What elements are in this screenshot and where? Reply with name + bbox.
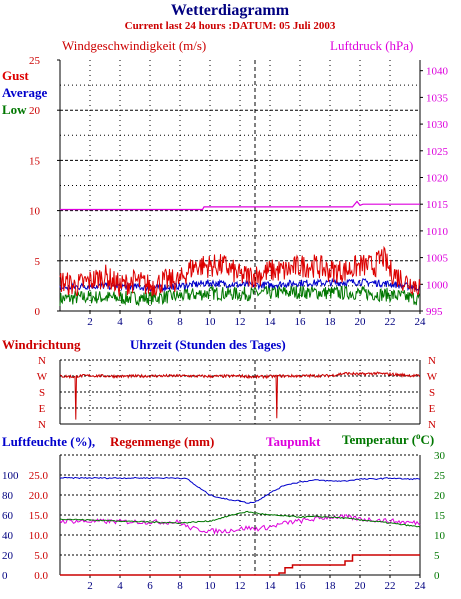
chart-title: Wetterdiagramm [171, 2, 290, 19]
y-tick-label: S [39, 387, 45, 399]
x-tick-label: 6 [147, 580, 153, 592]
series-dewpoint-line [59, 514, 421, 535]
y-tick-label-humidity: 20 [2, 550, 14, 562]
y-tick-label-humidity: 0 [2, 570, 8, 582]
dewpoint-label: Taupunkt [266, 434, 321, 449]
legend-low: Low [2, 102, 27, 117]
x-tick-label: 4 [117, 580, 123, 592]
y-tick-label-rain: 20.0 [29, 490, 49, 502]
y2-tick-label: 20 [434, 490, 446, 502]
y-tick-label: 0 [35, 306, 41, 318]
x-tick-label: 4 [117, 316, 123, 328]
y-tick-label-humidity: 60 [2, 510, 14, 522]
y2-tick-label: 1000 [426, 279, 449, 291]
wind-pressure-panel: 0510152025995100010051010101510201025103… [29, 55, 449, 328]
y2-tick-label: N [428, 419, 436, 431]
series-gust-line [59, 245, 421, 297]
y-tick-label: 20 [29, 105, 41, 117]
y2-tick-label: 5 [434, 550, 440, 562]
pressure-label: Luftdruck (hPa) [330, 38, 413, 53]
y-tick-label-humidity: 100 [2, 470, 19, 482]
x-tick-label: 6 [147, 316, 153, 328]
x-tick-label: 8 [177, 316, 183, 328]
y2-tick-label: W [427, 371, 438, 383]
humidity-temperature-panel: 0 0.0 20 5.0 40 10.0 60 15.0 80 20.0 100 25.0 0 5 10 15… [2, 450, 446, 592]
y2-tick-label: E [429, 403, 436, 415]
x-tick-label: 12 [235, 580, 246, 592]
chart-subtitle: Current last 24 hours :DATUM: 05 Juli 20… [125, 20, 336, 32]
series-rain-line [60, 554, 420, 576]
y2-tick-label: 995 [426, 306, 443, 318]
x-tick-label: 22 [385, 316, 396, 328]
wind-direction-panel: N NW WS SE EN N [37, 355, 438, 431]
y-tick-label-rain: 15.0 [29, 510, 49, 522]
y-tick-label: 25 [29, 55, 41, 67]
humidity-label: Luftfeuchte (%), [2, 434, 95, 449]
legend-gust: Gust [2, 68, 29, 83]
y2-tick-label: 1030 [426, 119, 449, 131]
x-tick-label: 10 [205, 580, 217, 592]
y-tick-label: E [39, 403, 46, 415]
y2-tick-label: 1035 [426, 92, 449, 104]
y2-tick-label: 10 [434, 530, 446, 542]
x-tick-label: 22 [385, 580, 396, 592]
x-tick-label: 8 [177, 580, 183, 592]
y-tick-label-humidity: 40 [2, 530, 14, 542]
x-tick-label: 12 [235, 316, 246, 328]
series-temperature-line [59, 510, 421, 528]
x-tick-label: 2 [87, 316, 93, 328]
legend-average: Average [2, 85, 47, 100]
x-tick-label: 24 [415, 316, 427, 328]
x-tick-label: 20 [355, 316, 367, 328]
y2-tick-label: 1010 [426, 226, 449, 238]
y2-tick-label: 25 [434, 470, 446, 482]
y2-tick-label: S [429, 387, 435, 399]
y-tick-label: 5 [35, 256, 41, 268]
y2-tick-label: 1025 [426, 146, 449, 158]
x-tick-label: 24 [415, 580, 427, 592]
y-tick-label: N [38, 419, 46, 431]
series-wind-direction-line [59, 371, 420, 420]
y-tick-label-humidity: 80 [2, 490, 14, 502]
rain-label: Regenmenge (mm) [110, 434, 214, 449]
y-tick-label-rain: 0.0 [34, 570, 48, 582]
series-pressure-line [60, 200, 420, 211]
x-tick-label: 18 [325, 316, 337, 328]
x-tick-label: 18 [325, 580, 337, 592]
temperature-label: Temperatur (oC) [342, 431, 434, 447]
series-low-line [59, 284, 421, 307]
x-tick-label: 16 [295, 316, 307, 328]
y-tick-label: W [37, 371, 48, 383]
x-axis-label: Uhrzeit (Stunden des Tages) [130, 337, 286, 352]
wind-speed-label: Windgeschwindigkeit (m/s) [62, 38, 206, 53]
wind-direction-label: Windrichtung [2, 337, 81, 352]
y2-tick-label: 30 [434, 450, 446, 462]
y2-tick-label: N [428, 355, 436, 367]
y2-tick-label: 0 [434, 570, 440, 582]
x-tick-label: 20 [355, 580, 367, 592]
y-tick-label: 15 [29, 155, 41, 167]
x-tick-label: 10 [205, 316, 217, 328]
y-tick-label: 10 [29, 206, 41, 218]
y-tick-label: N [38, 355, 46, 367]
y2-tick-label: 1020 [426, 172, 449, 184]
y-tick-label-rain: 10.0 [29, 530, 49, 542]
x-tick-label: 14 [265, 316, 277, 328]
y2-tick-label: 1015 [426, 199, 449, 211]
y2-tick-label: 1005 [426, 253, 449, 265]
y-tick-label-rain: 5.0 [34, 550, 48, 562]
y2-tick-label: 1040 [426, 66, 449, 78]
y2-tick-label: 15 [434, 510, 446, 522]
x-tick-label: 16 [295, 580, 307, 592]
y-tick-label-rain: 25.0 [29, 470, 49, 482]
x-tick-label: 2 [87, 580, 93, 592]
series-humidity-line [59, 476, 421, 504]
x-tick-label: 14 [265, 580, 277, 592]
